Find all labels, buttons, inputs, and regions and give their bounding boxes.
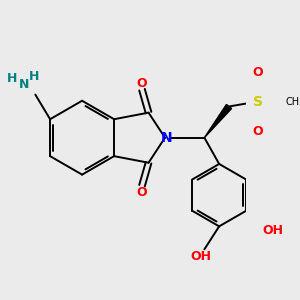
Text: CH₃: CH₃ bbox=[286, 98, 300, 107]
Text: OH: OH bbox=[190, 250, 212, 263]
Text: H: H bbox=[28, 70, 39, 83]
Text: O: O bbox=[252, 125, 263, 138]
Text: O: O bbox=[137, 76, 147, 90]
Text: S: S bbox=[253, 95, 263, 110]
Text: O: O bbox=[137, 186, 147, 199]
Text: N: N bbox=[161, 131, 172, 145]
Text: N: N bbox=[19, 78, 29, 91]
Polygon shape bbox=[204, 104, 232, 138]
Text: H: H bbox=[7, 72, 17, 85]
Text: O: O bbox=[252, 66, 263, 79]
Text: OH: OH bbox=[262, 224, 283, 237]
